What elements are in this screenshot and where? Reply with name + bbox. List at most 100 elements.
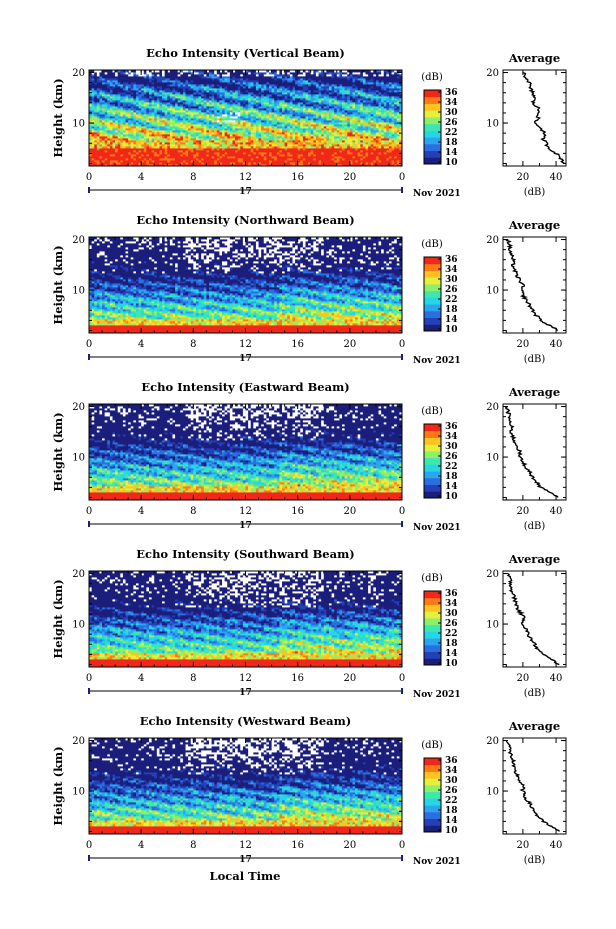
colorbar-unit: (dB) (421, 573, 443, 584)
x-tick-label: 8 (190, 506, 196, 517)
colorbar-unit: (dB) (421, 72, 443, 83)
heatmap-cells (89, 237, 402, 333)
y-tick-label: 10 (72, 119, 85, 130)
colorbar-swatch (424, 638, 441, 645)
x-tick-label: 16 (291, 339, 304, 350)
colorbar-tick-label: 18 (445, 472, 458, 482)
average-frame (503, 571, 566, 667)
avg-x-label: (dB) (524, 354, 546, 365)
x-tick-label: 4 (138, 172, 144, 183)
colorbar-tick-label: 34 (445, 432, 458, 442)
colorbar-tick-label: 30 (445, 108, 458, 118)
date-label: Nov 2021 (413, 690, 461, 700)
colorbar-tick-label: 34 (445, 766, 458, 776)
colorbar-swatch (424, 103, 441, 110)
avg-x-tick-label: 20 (517, 339, 530, 350)
average-title: Average (508, 385, 560, 399)
colorbar-tick-label: 36 (445, 422, 458, 432)
x-tick-label: 8 (190, 840, 196, 851)
colorbar-tick-label: 14 (445, 816, 458, 826)
colorbar-swatch (424, 97, 441, 104)
colorbar-tick-label: 18 (445, 639, 458, 649)
avg-y-tick-label: 10 (486, 119, 499, 130)
colorbar-swatch (424, 277, 441, 284)
average-title: Average (508, 552, 560, 566)
x-tick-label: 0 (86, 172, 92, 183)
avg-y-tick-label: 20 (486, 736, 499, 747)
colorbar-unit: (dB) (421, 406, 443, 417)
colorbar-swatch (424, 765, 441, 772)
colorbar-swatch (424, 257, 441, 264)
colorbar-tick-label: 18 (445, 138, 458, 148)
colorbar-swatch (424, 264, 441, 271)
x-tick-label: 0 (399, 172, 405, 183)
colorbar-tick-label: 36 (445, 589, 458, 599)
avg-y-tick-label: 10 (486, 787, 499, 798)
x-tick-label: 0 (86, 506, 92, 517)
y-tick-label: 10 (72, 787, 85, 798)
colorbar-swatch (424, 130, 441, 137)
day-label: 17 (239, 521, 252, 531)
colorbar-tick-label: 22 (445, 128, 458, 138)
y-axis-label: Height (km) (51, 579, 65, 658)
avg-x-label: (dB) (524, 187, 546, 198)
avg-x-label: (dB) (524, 855, 546, 866)
x-tick-label: 20 (343, 673, 356, 684)
colorbar-swatch (424, 464, 441, 471)
colorbar-unit: (dB) (421, 239, 443, 250)
avg-y-tick-label: 10 (486, 453, 499, 464)
colorbar-swatch (424, 137, 441, 144)
colorbar-tick-label: 26 (445, 285, 458, 295)
colorbar-tick-label: 36 (445, 255, 458, 265)
colorbar-tick-label: 10 (445, 325, 458, 335)
colorbar-tick-label: 34 (445, 98, 458, 108)
average-frame (503, 738, 566, 834)
colorbar-unit: (dB) (421, 740, 443, 751)
day-label: 17 (239, 354, 252, 364)
average-frame (503, 70, 566, 166)
heatmap-cells (89, 571, 402, 667)
colorbar-swatch (424, 825, 441, 832)
colorbar-tick-label: 14 (445, 315, 458, 325)
colorbar-swatch (424, 604, 441, 611)
colorbar-tick-label: 14 (445, 649, 458, 659)
colorbar-tick-label: 34 (445, 265, 458, 275)
y-axis-label: Height (km) (51, 412, 65, 491)
heatmap-cells (89, 738, 402, 834)
x-tick-label: 12 (239, 506, 252, 517)
colorbar-swatch (424, 598, 441, 605)
colorbar-swatch (424, 805, 441, 812)
y-tick-label: 20 (72, 569, 85, 580)
colorbar-swatch (424, 491, 441, 498)
colorbar-swatch (424, 785, 441, 792)
colorbar-swatch (424, 631, 441, 638)
average-frame (503, 404, 566, 500)
y-tick-label: 10 (72, 620, 85, 631)
colorbar-swatch (424, 431, 441, 438)
colorbar-tick-label: 26 (445, 786, 458, 796)
colorbar-swatch (424, 424, 441, 431)
colorbar-swatch (424, 611, 441, 618)
x-tick-label: 16 (291, 506, 304, 517)
colorbar-swatch (424, 297, 441, 304)
average-title: Average (508, 51, 560, 65)
date-label: Nov 2021 (413, 189, 461, 199)
y-tick-label: 10 (72, 453, 85, 464)
colorbar-tick-label: 30 (445, 776, 458, 786)
colorbar-swatch (424, 658, 441, 665)
colorbar-tick-label: 14 (445, 482, 458, 492)
colorbar-swatch (424, 792, 441, 799)
x-tick-label: 0 (399, 506, 405, 517)
colorbar-tick-label: 10 (445, 826, 458, 836)
day-label: 17 (239, 855, 252, 865)
colorbar-swatch (424, 478, 441, 485)
x-axis-label: Local Time (210, 869, 281, 883)
colorbar-swatch (424, 458, 441, 465)
colorbar-tick-label: 30 (445, 275, 458, 285)
colorbar-swatch (424, 291, 441, 298)
x-tick-label: 12 (239, 840, 252, 851)
colorbar-tick-label: 36 (445, 756, 458, 766)
